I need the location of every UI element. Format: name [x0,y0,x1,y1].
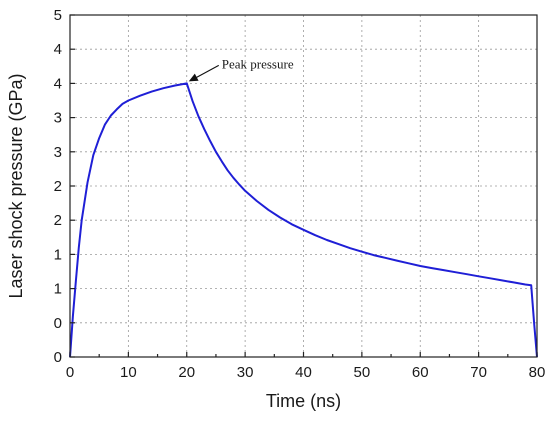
x-tick-label: 40 [295,364,312,381]
y-tick-label: 1 [54,246,62,263]
y-tick-label: 3 [54,144,62,161]
y-tick-label: 0 [54,349,62,366]
annotation-arrow-shaft [194,64,220,79]
y-tick-label: 4 [54,75,62,92]
x-tick-label: 80 [529,364,546,381]
annotation-arrow-head [188,73,199,82]
y-tick-label: 2 [54,212,62,229]
x-axis-title: Time (ns) [266,391,341,411]
peak-pressure-annotation: Peak pressure [222,56,294,71]
x-tick-label: 30 [237,364,254,381]
grid [70,15,537,357]
axis-ticks [69,14,538,358]
series-layer [69,82,538,358]
x-tick-label: 60 [412,364,429,381]
y-tick-label: 0 [54,315,62,332]
y-tick-label: 3 [54,110,62,127]
pressure-series-line [69,82,538,358]
x-tick-label: 10 [120,364,137,381]
y-tick-label: 2 [54,178,62,195]
x-tick-label: 50 [354,364,371,381]
y-tick-label: 4 [54,41,62,58]
y-axis-title: Laser shock pressure (GPa) [6,73,26,298]
y-tick-label: 1 [54,281,62,298]
annotation-layer: Peak pressure [188,56,294,82]
x-tick-label: 0 [66,364,74,381]
x-tick-label: 70 [470,364,487,381]
x-tick-label: 20 [178,364,195,381]
y-tick-label: 5 [54,7,62,24]
